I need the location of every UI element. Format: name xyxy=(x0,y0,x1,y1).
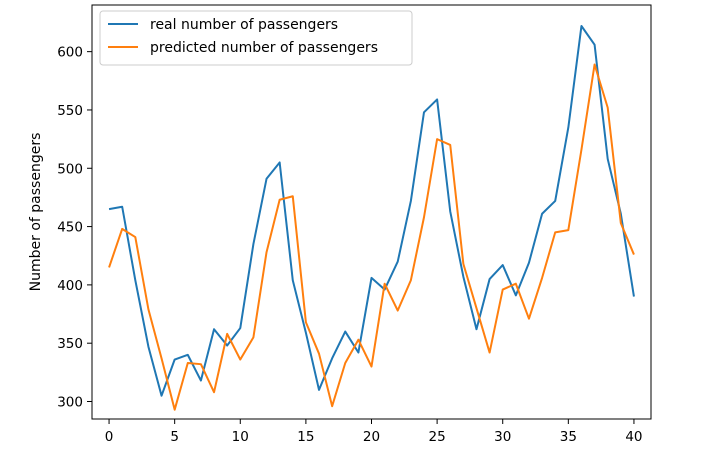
x-tick-label: 10 xyxy=(232,429,249,445)
y-axis-label: Number of passengers xyxy=(28,133,44,292)
x-tick-label: 35 xyxy=(560,429,577,445)
legend-box xyxy=(99,10,413,66)
legend-label-predicted: predicted number of passengers xyxy=(150,40,378,56)
x-tick-label: 40 xyxy=(625,429,642,445)
y-tick-label: 400 xyxy=(57,278,83,294)
legend-label-real: real number of passengers xyxy=(150,17,338,33)
series-line-0 xyxy=(108,24,635,397)
x-axis: 0 5 10 15 20 25 30 35 40 xyxy=(105,419,643,445)
series-line-1 xyxy=(108,63,635,411)
y-tick-label: 500 xyxy=(57,161,83,177)
x-tick-label: 15 xyxy=(297,429,314,445)
y-axis: 300 350 400 450 500 550 600 xyxy=(57,45,92,411)
y-tick-label: 550 xyxy=(57,103,83,119)
y-tick-label: 300 xyxy=(57,395,83,411)
y-tick-label: 350 xyxy=(57,336,83,352)
x-tick-label: 25 xyxy=(429,429,446,445)
x-tick-label: 30 xyxy=(494,429,511,445)
series-layer xyxy=(108,24,635,411)
x-tick-label: 5 xyxy=(170,429,179,445)
plot-area xyxy=(92,5,651,419)
legend: real number of passengers predicted numb… xyxy=(99,10,413,66)
x-tick-label: 0 xyxy=(105,429,114,445)
y-tick-label: 600 xyxy=(57,45,83,61)
x-tick-label: 20 xyxy=(363,429,380,445)
y-tick-label: 450 xyxy=(57,220,83,236)
